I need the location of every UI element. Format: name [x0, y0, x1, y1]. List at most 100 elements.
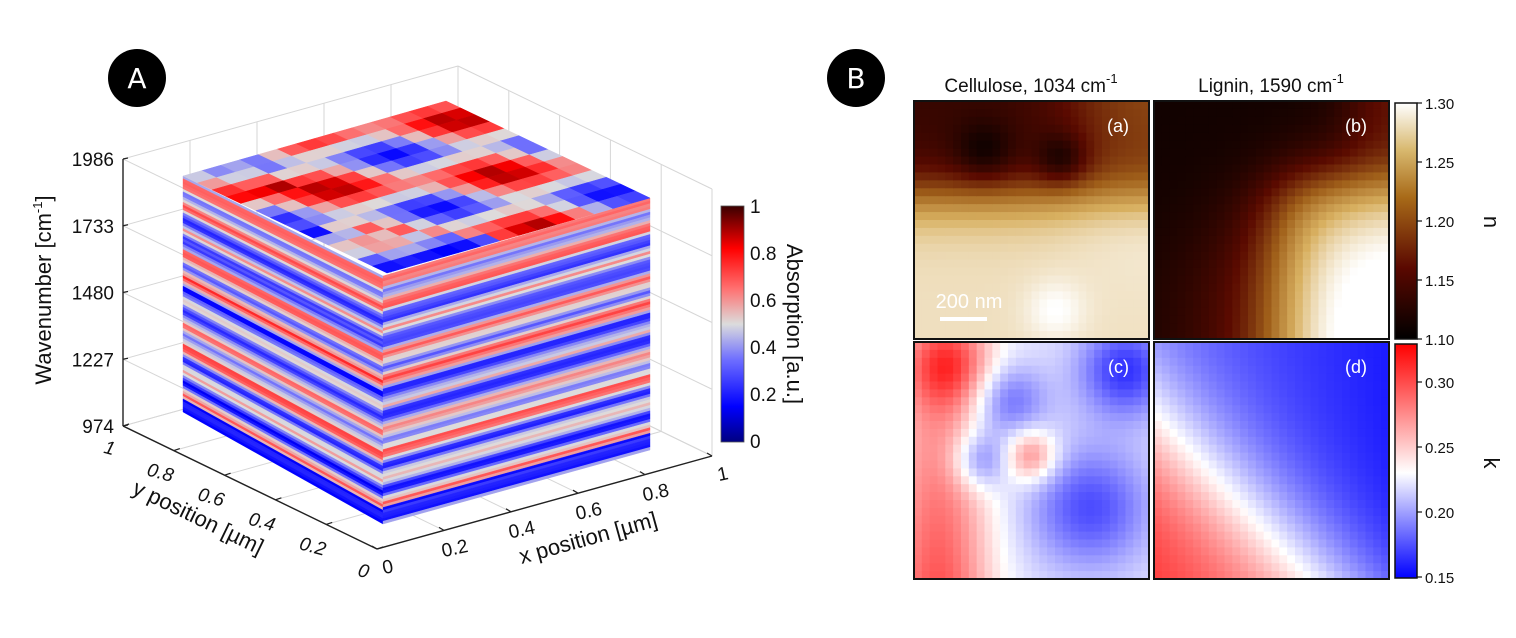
map-pixel	[937, 204, 946, 213]
map-pixel	[1185, 571, 1194, 579]
map-pixel	[1141, 436, 1149, 446]
map-pixel	[1193, 547, 1202, 556]
map-pixel	[1133, 220, 1142, 229]
map-pixel	[1078, 196, 1087, 205]
map-pixel	[937, 468, 946, 477]
map-pixel	[1349, 307, 1359, 316]
map-pixel	[1201, 500, 1210, 509]
map-pixel	[1141, 428, 1149, 438]
map-pixel	[1302, 484, 1312, 493]
map-pixel	[1279, 243, 1288, 253]
map-pixel	[1248, 523, 1257, 533]
map-pixel	[1062, 342, 1072, 351]
map-pixel	[1240, 101, 1249, 110]
map-pixel	[1373, 243, 1382, 253]
map-pixel	[1326, 243, 1335, 253]
map-pixel	[968, 180, 978, 189]
map-pixel	[1015, 373, 1025, 383]
map-pixel	[961, 132, 970, 142]
map-pixel	[1255, 539, 1265, 548]
map-pixel	[976, 484, 986, 493]
map-pixel	[1125, 484, 1134, 493]
map-pixel	[929, 357, 939, 367]
map-pixel	[1357, 204, 1367, 213]
map-pixel	[1216, 323, 1226, 332]
map-pixel	[1086, 156, 1095, 166]
map-pixel	[1086, 267, 1095, 277]
map-pixel	[1255, 389, 1265, 398]
map-pixel	[1141, 148, 1149, 158]
map-pixel	[1310, 188, 1320, 197]
map-pixel	[1169, 381, 1179, 390]
map-pixel	[1133, 484, 1142, 493]
map-pixel	[1047, 251, 1056, 261]
map-pixel	[976, 571, 986, 579]
map-pixel	[1193, 227, 1202, 237]
map-pixel	[1008, 315, 1017, 324]
map-pixel	[1208, 188, 1218, 197]
map-pixel	[1023, 563, 1033, 572]
map-pixel	[921, 132, 931, 142]
map-pixel	[1232, 243, 1241, 253]
map-pixel	[1208, 531, 1218, 541]
map-pixel	[1078, 563, 1087, 572]
map-pixel	[1326, 365, 1335, 375]
map-pixel	[1208, 421, 1218, 430]
map-pixel	[1023, 196, 1033, 205]
map-pixel	[1248, 204, 1257, 213]
map-pixel	[1263, 342, 1273, 351]
map-pixel	[1015, 523, 1025, 533]
map-pixel	[1117, 484, 1127, 493]
map-pixel	[1094, 523, 1103, 533]
map-pixel	[961, 116, 970, 126]
map-pixel	[1109, 108, 1119, 118]
map-pixel	[1055, 365, 1064, 375]
scale-bar-line	[940, 317, 987, 321]
map-pixel	[937, 373, 946, 383]
map-pixel	[1154, 460, 1163, 469]
map-pixel	[968, 515, 978, 525]
map-pixel	[953, 555, 962, 564]
map-pixel	[1031, 484, 1040, 493]
map-pixel	[1255, 204, 1265, 213]
map-pixel	[1263, 204, 1273, 213]
map-pixel	[1185, 492, 1194, 501]
map-pixel	[1271, 299, 1280, 308]
map-pixel	[1357, 251, 1367, 261]
map-pixel	[1055, 389, 1064, 398]
map-pixel	[1078, 342, 1087, 351]
map-pixel	[1208, 373, 1218, 383]
map-pixel	[1271, 436, 1280, 446]
map-pixel	[976, 235, 986, 245]
map-pixel	[992, 196, 1001, 205]
map-pixel	[1357, 188, 1367, 197]
map-pixel	[1342, 315, 1351, 324]
map-pixel	[1365, 299, 1374, 308]
map-pixel	[1047, 220, 1056, 229]
map-pixel	[1169, 500, 1179, 509]
map-pixel	[1216, 291, 1226, 300]
map-pixel	[1015, 381, 1025, 390]
map-pixel	[1279, 299, 1288, 308]
map-pixel	[1161, 349, 1171, 359]
map-pixel	[921, 571, 931, 579]
map-pixel	[961, 381, 970, 390]
map-pixel	[1208, 323, 1218, 332]
map-pixel	[1094, 515, 1103, 525]
map-pixel	[1161, 413, 1171, 422]
map-pixel	[1295, 315, 1304, 324]
map-pixel	[1023, 235, 1033, 245]
map-pixel	[984, 500, 993, 509]
map-pixel	[1381, 140, 1389, 150]
map-pixel	[1125, 116, 1134, 126]
map-pixel	[1240, 413, 1249, 422]
map-pixel	[1224, 291, 1233, 300]
map-pixel	[1078, 132, 1087, 142]
map-pixel	[914, 148, 923, 158]
map-pixel	[1224, 373, 1233, 383]
map-pixel	[1117, 124, 1127, 134]
map-pixel	[1141, 468, 1149, 477]
map-pixel	[1169, 307, 1179, 316]
map-pixel	[1086, 468, 1095, 477]
map-pixel	[1070, 124, 1080, 134]
